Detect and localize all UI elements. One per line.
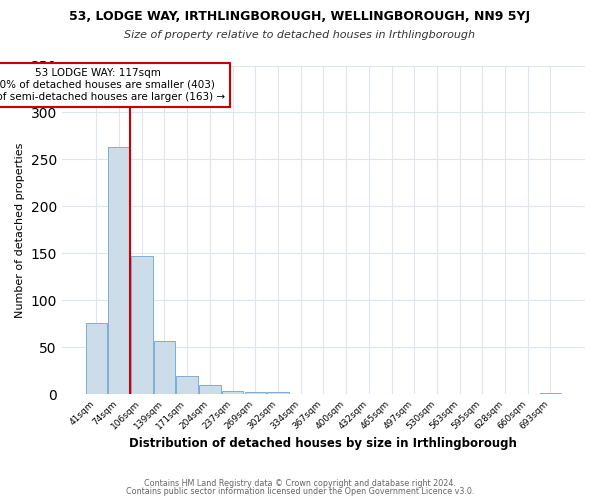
Y-axis label: Number of detached properties: Number of detached properties xyxy=(15,142,25,318)
X-axis label: Distribution of detached houses by size in Irthlingborough: Distribution of detached houses by size … xyxy=(130,437,517,450)
Bar xyxy=(131,256,152,394)
Bar xyxy=(154,341,175,394)
Bar xyxy=(108,148,130,394)
Bar xyxy=(199,385,221,394)
Text: Size of property relative to detached houses in Irthlingborough: Size of property relative to detached ho… xyxy=(125,30,476,40)
Text: Contains public sector information licensed under the Open Government Licence v3: Contains public sector information licen… xyxy=(126,487,474,496)
Text: 53, LODGE WAY, IRTHLINGBOROUGH, WELLINGBOROUGH, NN9 5YJ: 53, LODGE WAY, IRTHLINGBOROUGH, WELLINGB… xyxy=(70,10,530,23)
Bar xyxy=(539,392,561,394)
Bar xyxy=(86,323,107,394)
Bar xyxy=(267,392,289,394)
Bar xyxy=(245,392,266,394)
Bar xyxy=(222,390,244,394)
Text: Contains HM Land Registry data © Crown copyright and database right 2024.: Contains HM Land Registry data © Crown c… xyxy=(144,478,456,488)
Bar xyxy=(176,376,198,394)
Text: 53 LODGE WAY: 117sqm
← 70% of detached houses are smaller (403)
28% of semi-deta: 53 LODGE WAY: 117sqm ← 70% of detached h… xyxy=(0,68,225,102)
